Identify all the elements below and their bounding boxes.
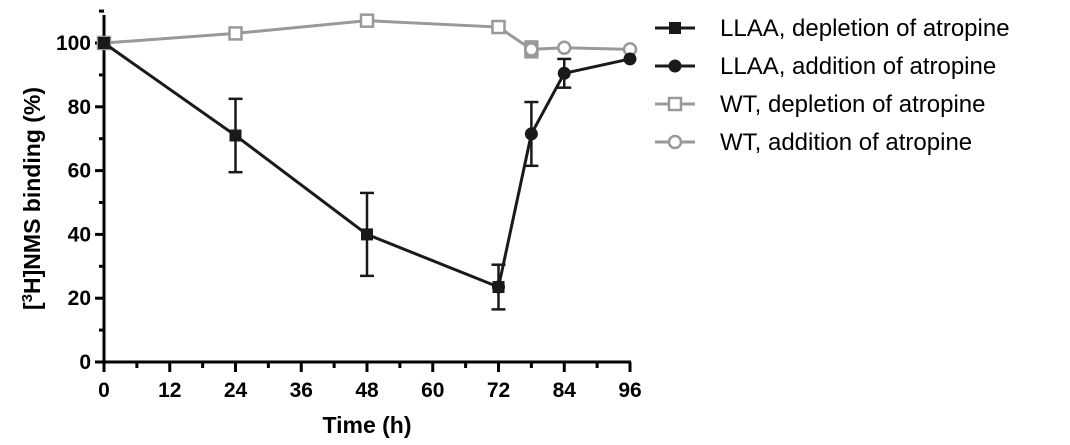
y-tick-label: 60 [68,160,91,183]
y-tick-label: 20 [68,287,91,310]
data-point [524,127,538,141]
series-layer [96,13,638,311]
y-tick-label: 40 [68,223,91,246]
data-point [229,129,242,142]
x-tick-label: 12 [158,379,181,402]
legend: LLAA, depletion of atropine LLAA, additio… [655,15,1010,156]
data-point [557,66,571,80]
data-point [557,40,572,56]
y-axis-title-rest: H]NMS binding (%) [19,87,45,294]
legend-item: WT, depletion of atropine [655,91,986,118]
y-axis-title-prefix: [ [19,302,45,310]
legend-item: LLAA, depletion of atropine [655,15,1010,42]
x-tick-label: 0 [98,379,110,402]
data-point [524,42,539,57]
data-point [669,22,681,34]
y-tick-label: 0 [79,351,91,374]
x-axis-title: Time (h) [322,412,411,438]
data-point [623,52,637,66]
data-point [667,134,683,150]
x-tick-label: 36 [290,379,313,402]
series-line [103,19,533,51]
y-tick-label: 100 [56,32,91,55]
data-point [359,13,375,28]
series-3 [492,52,637,294]
x-tick-label: 60 [421,379,444,402]
data-point [491,19,506,35]
data-point [668,59,682,73]
data-point [98,37,110,49]
data-point [361,228,373,241]
data-point [492,280,505,294]
x-tick-label: 48 [355,379,379,402]
legend-label: LLAA, depletion of atropine [720,15,1010,42]
legend-item: WT, addition of atropine [655,129,972,156]
y-tick-label: 80 [68,96,91,119]
series-line [103,41,500,289]
series-line [497,57,631,288]
data-point [667,96,683,112]
x-tick-label: 72 [487,379,510,402]
series-2 [98,37,506,311]
x-tick-label: 84 [553,379,577,402]
series-line [531,46,631,51]
legend-label: WT, addition of atropine [720,129,972,156]
legend-label: LLAA, addition of atropine [720,53,996,80]
x-tick-label: 96 [618,379,641,402]
legend-label: WT, depletion of atropine [720,91,986,118]
series-0 [96,13,539,59]
y-axis-title-superscript: 3 [19,294,36,302]
legend-item: LLAA, addition of atropine [655,53,996,80]
series-1 [524,40,638,57]
data-point [228,26,243,41]
x-tick-label: 24 [224,379,248,402]
y-axis-title: [3H]NMS binding (%) [19,87,46,310]
